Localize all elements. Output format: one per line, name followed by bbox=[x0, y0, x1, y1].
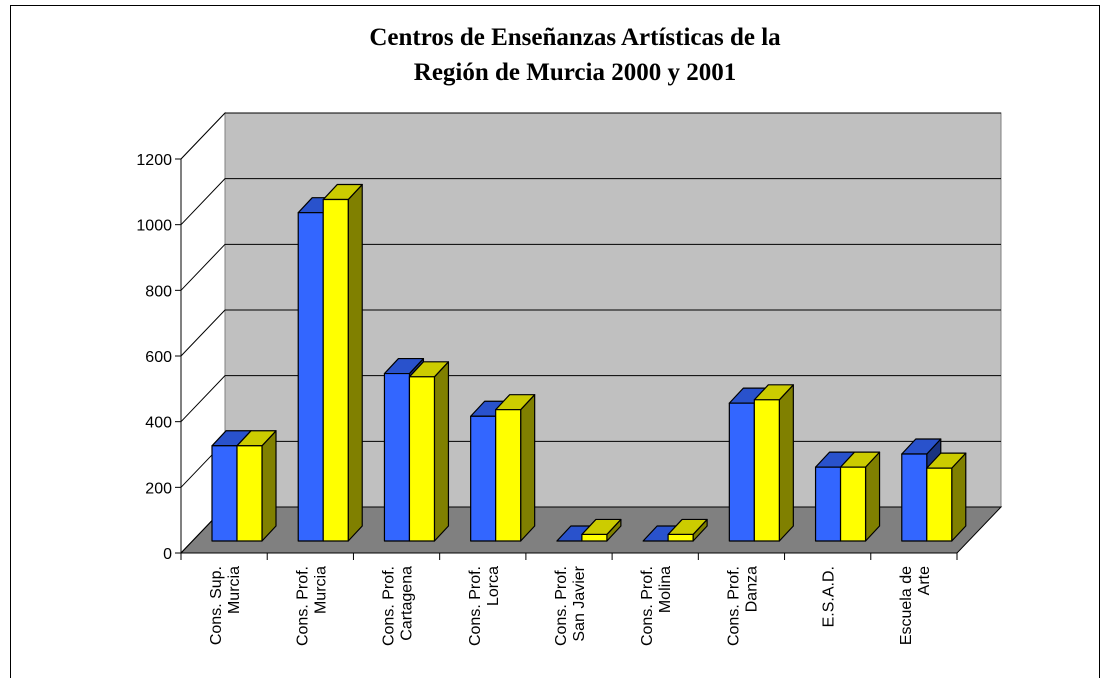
y-tick-label: 800 bbox=[145, 283, 172, 300]
x-label-group: Cons. Prof.Murcia bbox=[294, 566, 329, 646]
bar bbox=[408, 376, 436, 542]
y-tick-label: 400 bbox=[145, 415, 172, 432]
chart-title: Centros de Enseñanzas Artísticas de la Re… bbox=[369, 24, 781, 86]
x-tick-label: Escuela deArte bbox=[898, 566, 933, 645]
grid-line bbox=[180, 112, 1001, 160]
grid-line bbox=[180, 243, 1001, 291]
grid-line bbox=[180, 309, 1001, 357]
bar-side bbox=[347, 183, 363, 542]
bar bbox=[322, 198, 349, 542]
bar bbox=[297, 212, 324, 542]
bar bbox=[926, 467, 953, 542]
grid-line bbox=[180, 375, 1001, 423]
x-label-group: Cons. Sup.Murcia bbox=[208, 566, 243, 645]
x-label-group: Escuela deArte bbox=[898, 566, 933, 645]
bar bbox=[236, 445, 263, 542]
x-tick-label: Cons. Prof.Lorca bbox=[467, 566, 502, 646]
x-label-group: Cons. Prof.Molina bbox=[639, 566, 674, 646]
bar bbox=[667, 533, 694, 542]
bar bbox=[728, 402, 755, 542]
bar bbox=[814, 466, 842, 542]
x-tick-label: Cons. Prof.Murcia bbox=[294, 566, 329, 646]
x-tick-label: Cons. Prof.Molina bbox=[639, 566, 674, 646]
bar bbox=[470, 415, 497, 542]
y-tick-label: 600 bbox=[145, 349, 172, 366]
bar bbox=[581, 533, 608, 542]
bar bbox=[901, 453, 928, 542]
bar bbox=[383, 372, 411, 542]
x-tick-label: Cons. Prof.Danza bbox=[725, 566, 760, 646]
x-tick-label: Cons. Prof.San Javier bbox=[553, 565, 588, 646]
x-label-group: Cons. Prof.Danza bbox=[725, 566, 760, 646]
y-tick-label: 0 bbox=[163, 546, 172, 563]
bar bbox=[753, 399, 780, 542]
grid-line bbox=[180, 178, 1001, 226]
x-label-group: Cons. Prof.Lorca bbox=[467, 566, 502, 646]
bar-side bbox=[261, 430, 277, 542]
y-tick-label: 200 bbox=[145, 480, 172, 497]
x-tick-label: E.S.A.D. bbox=[821, 566, 838, 627]
bar bbox=[211, 445, 238, 542]
bar bbox=[839, 466, 867, 542]
x-tick-label: Cons. Sup.Murcia bbox=[208, 566, 243, 645]
x-label-group: Cons. Prof.San Javier bbox=[553, 565, 588, 646]
y-tick-label: 1000 bbox=[136, 218, 172, 235]
bar-side bbox=[778, 384, 794, 542]
bar-side bbox=[433, 361, 450, 542]
bar-side bbox=[520, 394, 536, 542]
bar bbox=[495, 409, 522, 542]
x-label-group: Cons. Prof.Cartagena bbox=[381, 566, 416, 646]
x-label-group: E.S.A.D. bbox=[821, 566, 838, 627]
y-tick-label: 1200 bbox=[136, 152, 172, 169]
x-tick-label: Cons. Prof.Cartagena bbox=[381, 566, 416, 646]
